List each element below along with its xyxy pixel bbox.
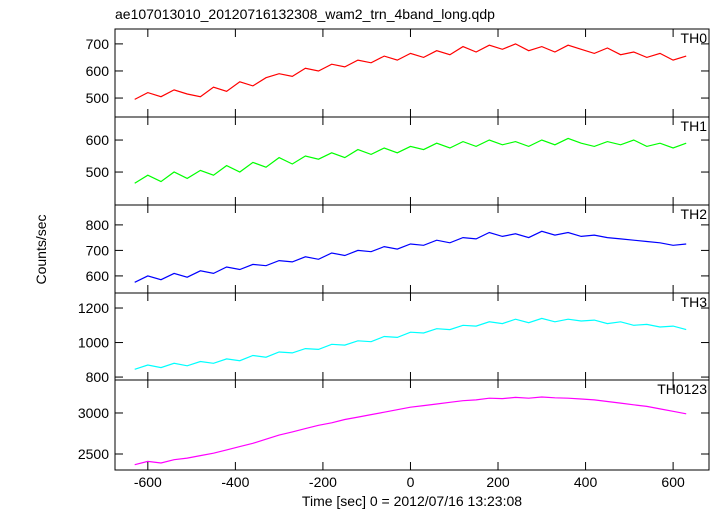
x-tick-label: 200 [486, 474, 510, 490]
y-tick-label: 600 [86, 63, 110, 79]
y-tick-label: 500 [86, 164, 110, 180]
light-curve [134, 317, 687, 370]
panel-label: TH3 [681, 294, 708, 310]
light-curve [134, 137, 687, 184]
y-tick-label: 1000 [78, 335, 109, 351]
y-tick-label: 600 [86, 132, 110, 148]
x-tick-label: 400 [574, 474, 598, 490]
y-tick-label: 3000 [78, 405, 109, 421]
x-tick-label: 600 [661, 474, 685, 490]
light-curve [134, 43, 687, 100]
panel-label: TH0 [681, 30, 708, 46]
panel-frame [114, 28, 710, 118]
panel-frame [114, 204, 710, 294]
x-tick-label: -600 [134, 474, 162, 490]
y-tick-label: 800 [86, 369, 110, 385]
y-tick-label: 1200 [78, 300, 109, 316]
panel-frame [114, 379, 710, 471]
x-tick-label: -400 [221, 474, 249, 490]
panel-frame [114, 292, 710, 381]
panel-label: TH2 [681, 206, 708, 222]
light-curve [134, 396, 687, 466]
x-tick-label: -200 [309, 474, 337, 490]
y-tick-label: 700 [86, 242, 110, 258]
y-tick-label: 700 [86, 36, 110, 52]
y-axis-label: Counts/sec [33, 214, 49, 284]
light-curve [134, 230, 687, 283]
panel-label: TH1 [681, 118, 708, 134]
y-tick-label: 800 [86, 217, 110, 233]
y-tick-label: 500 [86, 90, 110, 106]
y-tick-label: 600 [86, 268, 110, 284]
chart-title: ae107013010_20120716132308_wam2_trn_4ban… [115, 6, 495, 22]
x-tick-label: 0 [407, 474, 415, 490]
x-axis-label: Time [sec] 0 = 2012/07/16 13:23:08 [302, 493, 522, 509]
y-tick-label: 2500 [78, 446, 109, 462]
panel-label: TH0123 [657, 381, 707, 397]
panel-frame [114, 116, 710, 206]
